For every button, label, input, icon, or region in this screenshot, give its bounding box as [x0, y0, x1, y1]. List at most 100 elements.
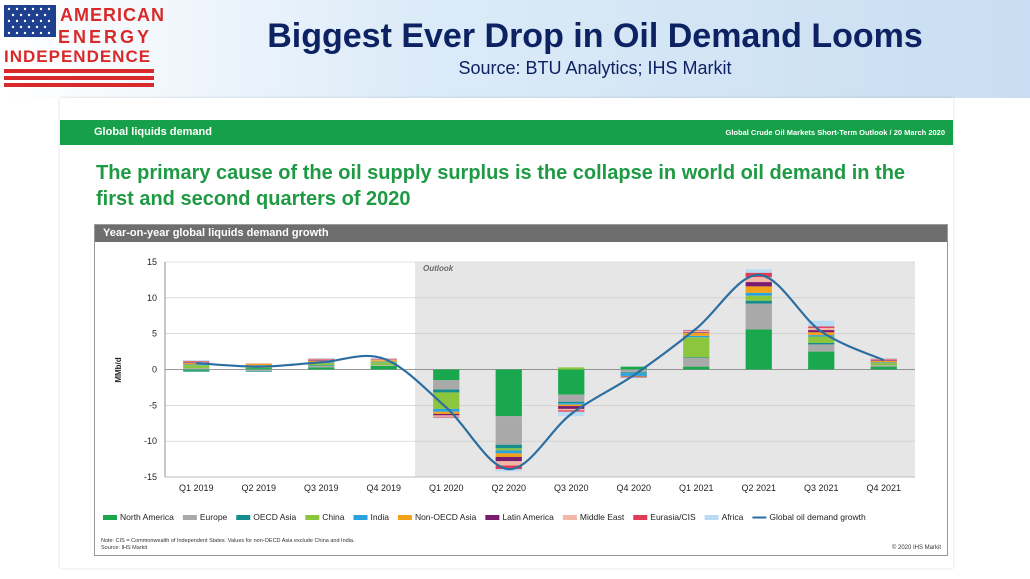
- legend-swatch: [704, 515, 719, 520]
- y-tick-label: -10: [144, 436, 157, 446]
- bar-segment: [870, 365, 897, 367]
- bar-segment: [495, 461, 522, 466]
- bar-segment: [370, 365, 397, 366]
- bar-segment: [308, 360, 335, 361]
- bar-segment: [433, 369, 460, 381]
- y-axis-label: MMb/d: [114, 357, 123, 382]
- legend-swatch: [305, 515, 320, 520]
- legend-swatch: [397, 515, 412, 520]
- bar-segment: [683, 358, 710, 367]
- x-tick-label: Q4 2021: [866, 483, 901, 493]
- bar-segment: [183, 365, 210, 369]
- bar-segment: [308, 367, 335, 370]
- bar-segment: [745, 277, 772, 283]
- bar-segment: [245, 363, 272, 366]
- x-tick-label: Q2 2019: [241, 483, 276, 493]
- page-source: Source: BTU Analytics; IHS Markit: [458, 58, 732, 78]
- section-label: Global liquids demand: [94, 126, 212, 138]
- bar-segment: [558, 369, 585, 395]
- bar-segment: [495, 456, 522, 462]
- bar-segment: [245, 363, 272, 364]
- bar-segment: [433, 380, 460, 390]
- bar-segment: [745, 300, 772, 304]
- bar-segment: [558, 394, 585, 402]
- y-tick-label: 15: [147, 257, 157, 267]
- bar-segment: [245, 370, 272, 372]
- bar-segment: [183, 360, 210, 361]
- bar-segment: [808, 332, 835, 336]
- bar-segment: [683, 335, 710, 338]
- bar-segment: [433, 413, 460, 416]
- bar-segment: [558, 367, 585, 370]
- slide: Global liquids demand Global Crude Oil M…: [60, 98, 953, 568]
- bar-segment: [870, 360, 897, 363]
- legend-label: China: [322, 512, 344, 522]
- legend-swatch: [633, 515, 648, 520]
- legend-label: Global oil demand growth: [769, 512, 866, 522]
- y-tick-label: 5: [152, 329, 157, 339]
- bar-segment: [245, 369, 272, 371]
- legend-label: Latin America: [502, 512, 554, 522]
- us-flag-icon: [4, 5, 56, 37]
- bar-segment: [183, 362, 210, 364]
- bar-segment: [745, 295, 772, 301]
- y-tick-label: -15: [144, 472, 157, 482]
- bar-segment: [433, 415, 460, 417]
- bar-segment: [870, 362, 897, 364]
- slide-headline: The primary cause of the oil supply surp…: [96, 162, 906, 210]
- bar-segment: [745, 329, 772, 370]
- y-tick-label: 10: [147, 293, 157, 303]
- bar-segment: [433, 416, 460, 418]
- x-tick-label: Q3 2019: [304, 483, 339, 493]
- bar-segment: [433, 408, 460, 412]
- x-tick-label: Q1 2021: [679, 483, 714, 493]
- bar-segment: [683, 357, 710, 359]
- bar-segment: [495, 444, 522, 449]
- legend-swatch: [562, 515, 577, 520]
- legend-swatch: [485, 515, 500, 520]
- bar-segment: [683, 332, 710, 336]
- legend-swatch: [182, 515, 197, 520]
- bar-segment: [620, 376, 647, 378]
- legend-label: Non-OECD Asia: [415, 512, 477, 522]
- bar-segment: [308, 359, 335, 361]
- demand-growth-chart: 15 10 5 0 -5 -10 -15 Q1 2019 Q2 2019 Q3 2019 Q4 20…: [101, 257, 941, 551]
- report-label: Global Crude Oil Markets Short-Term Outl…: [725, 128, 946, 137]
- bar-segment: [183, 360, 210, 362]
- bar-segment: [433, 392, 460, 409]
- chart-title-bar: Year-on-year global liquids demand growt…: [95, 225, 947, 242]
- bar-segment: [808, 344, 835, 352]
- bar-segment: [433, 417, 460, 419]
- legend-label: India: [371, 512, 390, 522]
- bar-segment: [433, 411, 460, 414]
- bar-segment: [558, 403, 585, 405]
- x-tick-label: Q1 2020: [429, 483, 464, 493]
- legend-swatch: [236, 515, 251, 520]
- bar-segment: [620, 366, 647, 370]
- logo: AMERICAN ENERGY INDEPENDENCE: [4, 5, 164, 96]
- bar-segment: [370, 361, 397, 363]
- logo-stripes: [4, 69, 154, 94]
- bar-segment: [558, 406, 585, 409]
- legend-label: North America: [120, 512, 174, 522]
- bar-segment: [745, 303, 772, 330]
- bar-segment: [870, 360, 897, 361]
- bar-segment: [370, 365, 397, 370]
- bar-segment: [495, 416, 522, 445]
- chart-title: Year-on-year global liquids demand growt…: [103, 227, 329, 239]
- global-demand-line: [196, 273, 885, 471]
- bar-segment: [558, 401, 585, 404]
- page-title: Biggest Ever Drop in Oil Demand Looms: [267, 17, 923, 55]
- bar-segment: [683, 330, 710, 331]
- bar-segment: [558, 410, 585, 412]
- bar-segment: [683, 330, 710, 333]
- x-tick-label: Q3 2020: [554, 483, 589, 493]
- bar-segment: [808, 335, 835, 337]
- bar-segment: [870, 358, 897, 359]
- bar-segment: [245, 368, 272, 370]
- bar-segment: [620, 369, 647, 373]
- bar-segment: [370, 360, 397, 362]
- y-tick-label: 0: [152, 365, 157, 375]
- x-tick-label: Q3 2021: [804, 483, 839, 493]
- copyright: © 2020 IHS Markit: [892, 544, 941, 551]
